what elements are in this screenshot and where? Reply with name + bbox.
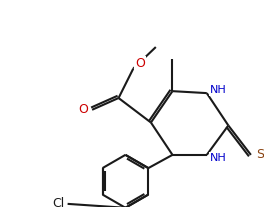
Text: Cl: Cl <box>53 197 65 210</box>
Text: NH: NH <box>210 85 227 95</box>
Text: NH: NH <box>210 153 227 163</box>
Text: S: S <box>256 148 264 161</box>
Text: O: O <box>135 57 145 70</box>
Text: O: O <box>78 103 88 116</box>
